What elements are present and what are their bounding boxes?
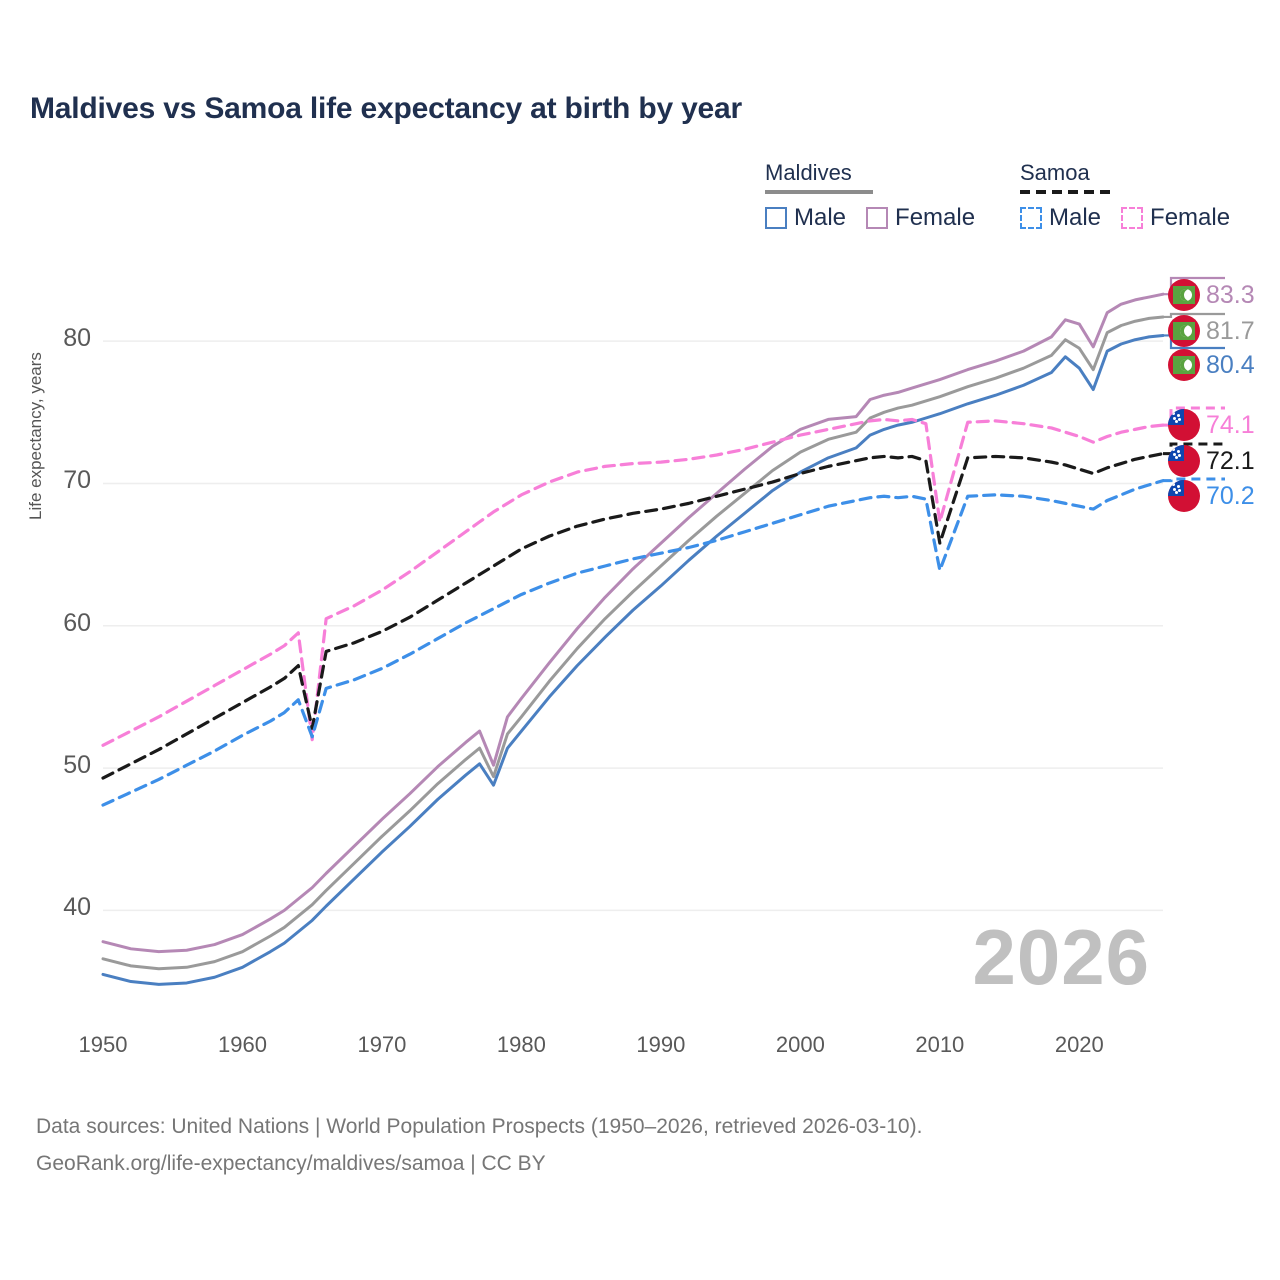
x-axis-tick: 1960	[217, 1032, 267, 1057]
x-axis-tick: 2010	[915, 1032, 965, 1057]
legend-item-maldives-female[interactable]: Female	[866, 204, 975, 232]
legend-item-samoa-female[interactable]: Female	[1121, 204, 1230, 232]
end-label-samoa_total: 72.1	[1168, 444, 1255, 478]
samoa-flag-icon	[1168, 480, 1200, 512]
end-label-maldives_total: 81.7	[1168, 314, 1255, 348]
x-axis-tick: 1990	[636, 1032, 686, 1057]
end-label-samoa_female: 74.1	[1168, 408, 1255, 442]
maldives-flag-icon	[1168, 349, 1200, 381]
legend-swatch-maldives-male	[765, 207, 787, 229]
series-line	[101, 292, 1165, 954]
legend-label-samoa-male: Male	[1049, 204, 1102, 231]
y-axis-tick: 80	[63, 324, 91, 353]
page-title: Maldives vs Samoa life expectancy at bir…	[30, 92, 742, 125]
legend-group-maldives: Maldives Male Female	[765, 160, 975, 232]
footer-line-1: Data sources: United Nations | World Pop…	[36, 1115, 923, 1138]
legend-item-samoa-male[interactable]: Male	[1020, 204, 1101, 232]
end-label-maldives_male: 80.4	[1168, 348, 1255, 382]
series-line	[101, 333, 1165, 986]
end-label-value: 72.1	[1206, 446, 1255, 475]
legend-country-maldives: Maldives	[765, 160, 852, 185]
legend-item-maldives-male[interactable]: Male	[765, 204, 846, 232]
x-axis-tick: 1970	[357, 1032, 407, 1057]
series-line	[101, 417, 1165, 747]
end-label-value: 83.3	[1206, 280, 1255, 309]
end-label-value: 80.4	[1206, 350, 1255, 379]
maldives-flag-icon	[1168, 315, 1200, 347]
end-label-value: 81.7	[1206, 316, 1255, 345]
samoa-flag-icon	[1168, 409, 1200, 441]
end-label-value: 74.1	[1206, 410, 1255, 439]
legend-label-maldives-female: Female	[895, 204, 976, 231]
series-line	[101, 451, 1165, 780]
legend-group-samoa: Samoa Male Female	[1020, 160, 1230, 232]
x-axis-tick: 2000	[775, 1032, 825, 1057]
legend-country-samoa: Samoa	[1020, 160, 1090, 185]
end-label-value: 70.2	[1206, 481, 1255, 510]
y-axis-tick: 50	[63, 751, 91, 780]
end-label-samoa_male: 70.2	[1168, 479, 1255, 513]
chart-legend: Maldives Male Female Samoa Male	[755, 160, 1255, 240]
x-axis-tick: 2020	[1054, 1032, 1104, 1057]
footer-credits: Data sources: United Nations | World Pop…	[36, 1108, 922, 1182]
x-axis-tick: 1980	[496, 1032, 546, 1057]
samoa-flag-icon	[1168, 445, 1200, 477]
legend-rule-maldives	[765, 190, 873, 194]
legend-label-samoa-female: Female	[1150, 204, 1231, 231]
y-axis-tick: 60	[63, 608, 91, 637]
legend-swatch-samoa-male	[1020, 207, 1042, 229]
end-label-maldives_female: 83.3	[1168, 278, 1255, 312]
y-axis-tick: 40	[63, 893, 91, 922]
y-axis-tick: 70	[63, 466, 91, 495]
legend-label-maldives-male: Male	[794, 204, 847, 231]
series-line	[101, 315, 1165, 971]
legend-swatch-maldives-female	[866, 207, 889, 229]
year-watermark: 2026	[972, 913, 1150, 1001]
footer-line-2: GeoRank.org/life-expectancy/maldives/sam…	[36, 1152, 546, 1175]
legend-swatch-samoa-female	[1121, 207, 1144, 229]
x-axis-tick: 1950	[78, 1032, 128, 1057]
series-line	[101, 479, 1165, 807]
maldives-flag-icon	[1168, 279, 1200, 311]
legend-rule-samoa	[1020, 190, 1116, 194]
